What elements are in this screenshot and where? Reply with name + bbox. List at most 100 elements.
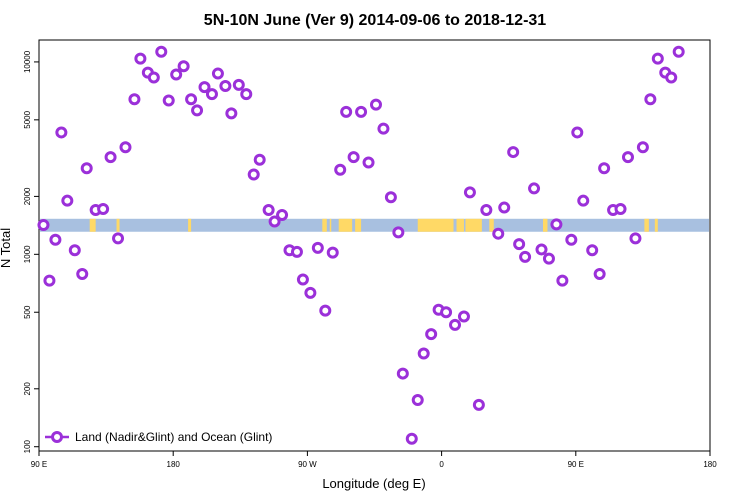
data-point — [37, 219, 50, 232]
data-point — [155, 45, 168, 58]
data-point — [198, 81, 211, 94]
data-point — [262, 203, 275, 216]
x-tick-label: 90 W — [298, 460, 317, 469]
reference-band — [40, 218, 709, 232]
legend-point-marker — [51, 431, 63, 443]
data-point — [362, 156, 375, 169]
data-point — [405, 432, 418, 445]
y-tick-label: 100 — [23, 439, 32, 453]
data-point — [147, 71, 160, 84]
y-tick-label: 500 — [23, 305, 32, 319]
data-point — [311, 241, 324, 254]
data-point — [593, 268, 606, 281]
legend: Land (Nadir&Glint) and Ocean (Glint) — [45, 430, 272, 444]
data-point — [472, 398, 485, 411]
land-segment — [654, 218, 658, 232]
data-point — [440, 306, 453, 319]
data-point — [513, 238, 526, 251]
chart-title: 5N-10N June (Ver 9) 2014-09-06 to 2018-1… — [204, 12, 547, 29]
data-point — [565, 233, 578, 246]
data-point — [556, 274, 569, 287]
land-segment — [329, 218, 332, 232]
data-point — [191, 104, 204, 117]
y-tick-label: 10000 — [23, 50, 32, 73]
data-point — [240, 88, 253, 101]
land-segment — [644, 218, 649, 232]
data-point — [290, 245, 303, 258]
data-point — [411, 393, 424, 406]
y-tick-label: 5000 — [23, 110, 32, 128]
land-segment — [456, 218, 464, 232]
data-point — [326, 246, 339, 259]
y-tick-label: 200 — [23, 382, 32, 396]
land-segment — [89, 218, 96, 232]
data-point — [492, 227, 505, 240]
land-segment — [188, 218, 192, 232]
data-point — [347, 151, 360, 164]
data-point — [304, 286, 317, 299]
data-point — [519, 250, 532, 263]
data-point — [598, 162, 611, 175]
data-point — [621, 151, 634, 164]
data-point — [644, 93, 657, 106]
data-point — [550, 218, 563, 231]
data-point — [672, 45, 685, 58]
data-point — [384, 191, 397, 204]
data-point — [449, 318, 462, 331]
data-point — [577, 194, 590, 207]
data-point — [219, 79, 232, 92]
land-segment — [322, 218, 327, 232]
data-point — [334, 163, 347, 176]
data-points — [37, 45, 685, 445]
data-point — [457, 310, 470, 323]
data-point — [119, 141, 132, 154]
y-tick-label: 2000 — [23, 187, 32, 205]
land-segment — [338, 218, 353, 232]
x-tick-label: 0 — [439, 460, 444, 469]
data-point — [528, 182, 541, 195]
data-point — [651, 52, 664, 65]
data-point — [480, 203, 493, 216]
data-point — [112, 232, 125, 245]
data-point — [276, 209, 289, 222]
x-tick-label: 90 E — [31, 460, 47, 469]
data-point — [205, 88, 218, 101]
data-point — [55, 126, 68, 139]
land-segment — [542, 218, 548, 232]
data-point — [463, 186, 476, 199]
x-axis-label: Longitude (deg E) — [322, 476, 425, 491]
data-point — [396, 367, 409, 380]
data-point — [80, 162, 93, 175]
land-segment — [417, 218, 454, 232]
data-point — [232, 78, 245, 91]
data-point — [162, 94, 175, 107]
land-segment — [116, 218, 120, 232]
land-segment — [465, 218, 482, 232]
data-point — [535, 243, 548, 256]
data-point — [76, 268, 89, 281]
x-axis: 90 E 180 90 W 0 90 E 180 — [31, 451, 717, 469]
x-tick-label: 90 E — [568, 460, 584, 469]
data-point — [296, 273, 309, 286]
y-axis-label: N Total — [0, 228, 13, 268]
data-point — [104, 151, 117, 164]
data-point — [185, 93, 198, 106]
x-tick-label: 180 — [703, 460, 717, 469]
data-point — [177, 60, 190, 73]
x-tick-label: 180 — [167, 460, 181, 469]
data-point — [571, 126, 584, 139]
data-point — [49, 233, 62, 246]
data-point — [247, 168, 260, 181]
data-point — [542, 252, 555, 265]
data-point — [498, 201, 511, 214]
data-point — [253, 153, 266, 166]
land-segment — [489, 218, 494, 232]
data-point — [134, 52, 147, 65]
data-point — [268, 215, 281, 228]
data-point — [319, 304, 332, 317]
data-point — [61, 194, 74, 207]
data-point — [211, 67, 224, 80]
data-point — [369, 98, 382, 111]
plot-frame — [38, 39, 711, 452]
